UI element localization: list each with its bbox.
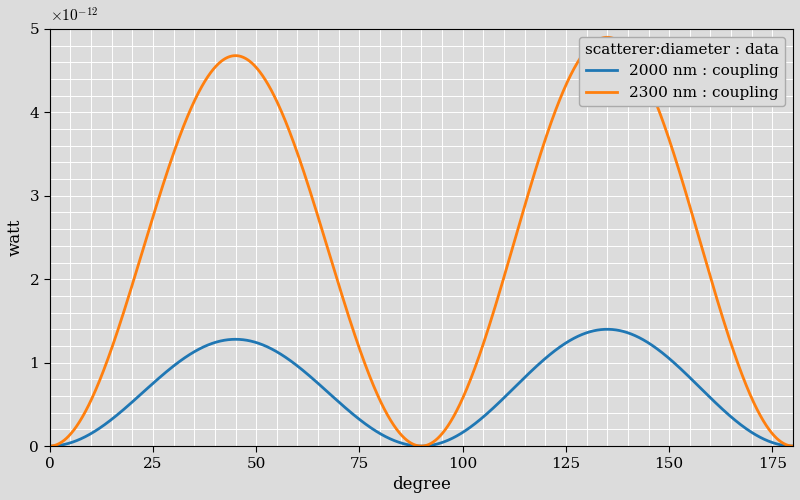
2000 nm : coupling: (0, 0): coupling: (0, 0) bbox=[45, 443, 54, 449]
Text: $\times10^{-12}$: $\times10^{-12}$ bbox=[50, 6, 98, 25]
Y-axis label: watt: watt bbox=[7, 219, 24, 256]
2000 nm : coupling: (180, 8.4e-44): coupling: (180, 8.4e-44) bbox=[788, 443, 798, 449]
2000 nm : coupling: (175, 4.45e-14): coupling: (175, 4.45e-14) bbox=[767, 440, 777, 446]
2000 nm : coupling: (175, 4.6e-14): coupling: (175, 4.6e-14) bbox=[766, 439, 776, 445]
Line: 2000 nm : coupling: 2000 nm : coupling bbox=[50, 330, 793, 446]
2300 nm : coupling: (87.5, 3.49e-14): coupling: (87.5, 3.49e-14) bbox=[406, 440, 416, 446]
2300 nm : coupling: (135, 4.9e-12): coupling: (135, 4.9e-12) bbox=[602, 34, 612, 40]
2000 nm : coupling: (135, 1.4e-12): coupling: (135, 1.4e-12) bbox=[602, 326, 612, 332]
2000 nm : coupling: (87.5, 9.54e-15): coupling: (87.5, 9.54e-15) bbox=[406, 442, 416, 448]
Legend: 2000 nm : coupling, 2300 nm : coupling: 2000 nm : coupling, 2300 nm : coupling bbox=[579, 36, 786, 106]
2300 nm : coupling: (175, 1.56e-13): coupling: (175, 1.56e-13) bbox=[767, 430, 777, 436]
2000 nm : coupling: (142, 1.32e-12): coupling: (142, 1.32e-12) bbox=[630, 333, 640, 339]
2000 nm : coupling: (9.18, 1.27e-13): coupling: (9.18, 1.27e-13) bbox=[82, 432, 92, 438]
2300 nm : coupling: (142, 4.63e-12): coupling: (142, 4.63e-12) bbox=[630, 57, 640, 63]
Line: 2300 nm : coupling: 2300 nm : coupling bbox=[50, 38, 793, 446]
2300 nm : coupling: (180, 2.94e-43): coupling: (180, 2.94e-43) bbox=[788, 443, 798, 449]
X-axis label: degree: degree bbox=[392, 476, 450, 493]
2300 nm : coupling: (175, 1.61e-13): coupling: (175, 1.61e-13) bbox=[766, 430, 776, 436]
2000 nm : coupling: (82.8, 8.02e-14): coupling: (82.8, 8.02e-14) bbox=[386, 436, 396, 442]
2300 nm : coupling: (82.8, 2.93e-13): coupling: (82.8, 2.93e-13) bbox=[386, 418, 396, 424]
2300 nm : coupling: (0, 0): coupling: (0, 0) bbox=[45, 443, 54, 449]
2300 nm : coupling: (9.18, 4.65e-13): coupling: (9.18, 4.65e-13) bbox=[82, 404, 92, 410]
